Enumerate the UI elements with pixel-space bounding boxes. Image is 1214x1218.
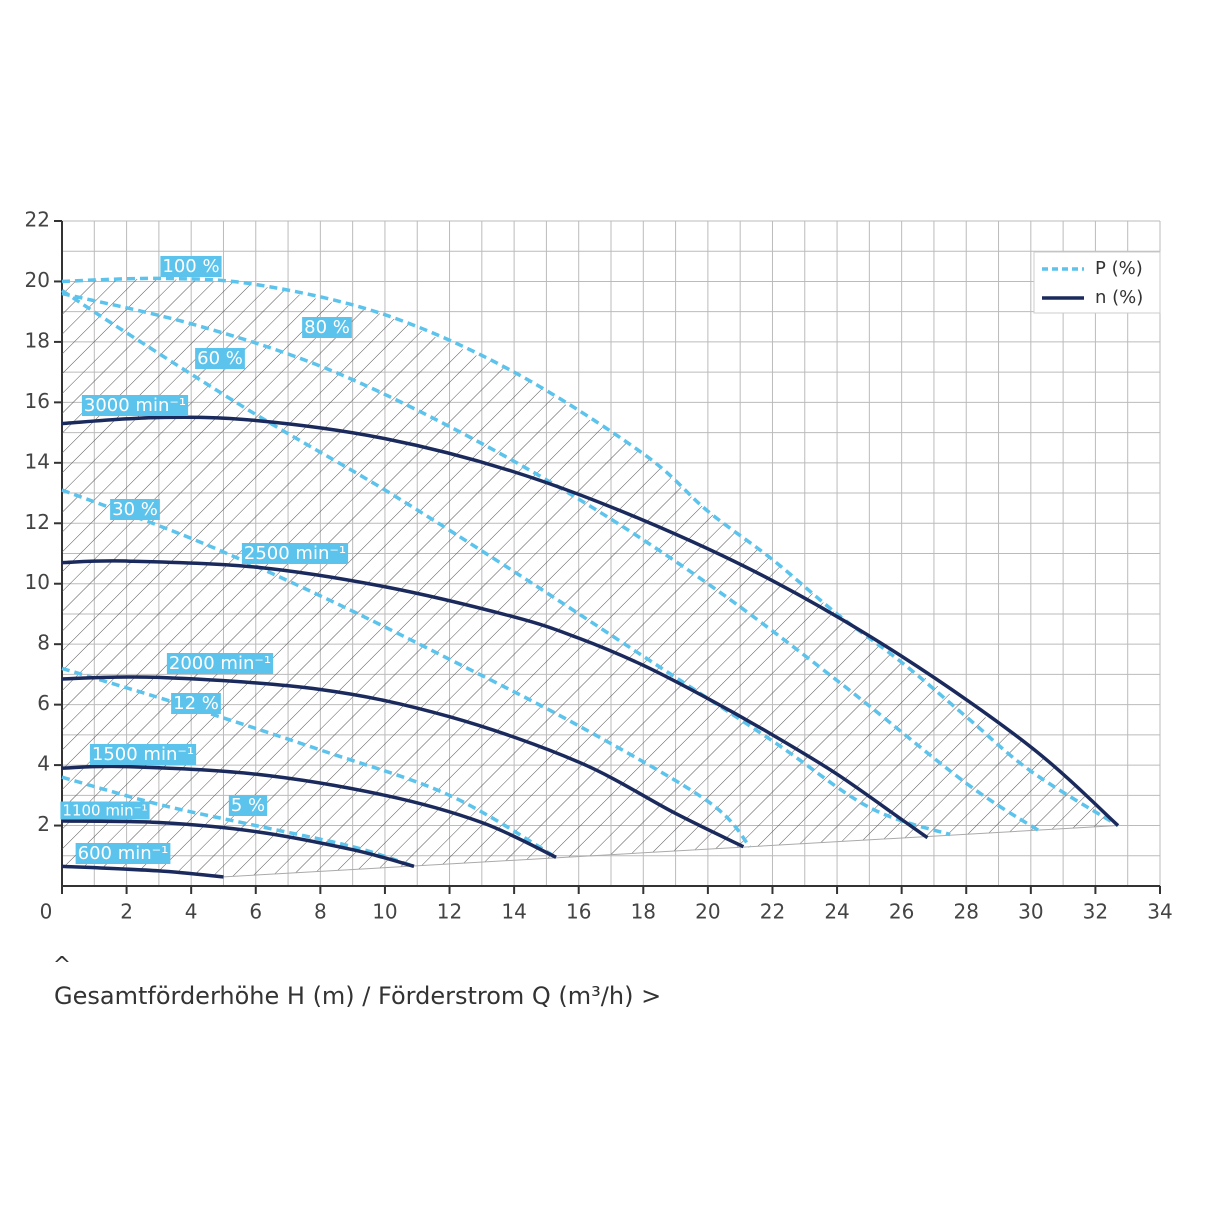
curve-label: 60 %: [197, 348, 243, 369]
curve-label-bg: [89, 744, 197, 765]
legend-box: [1033, 251, 1161, 314]
curve-label-bg: [195, 348, 245, 369]
curve-label-bg: [228, 795, 268, 816]
curve-label: 5 %: [231, 795, 265, 816]
x-tick-label: 24: [824, 900, 849, 924]
power-curve: [61, 488, 752, 848]
x-tick-label: 30: [1018, 900, 1043, 924]
curve-label: 80 %: [304, 317, 350, 338]
x-tick-label: 2: [120, 900, 133, 924]
x-tick-label: 28: [954, 900, 979, 924]
y-tick-label: 4: [37, 752, 50, 776]
curve-label-bg: [160, 256, 222, 277]
curve-label-bg: [241, 543, 349, 564]
legend-label: n (%): [1095, 287, 1143, 308]
curve-label-bg: [110, 499, 160, 520]
curve-label: 2000 min⁻¹: [169, 653, 271, 674]
curve-label-bg: [60, 801, 150, 820]
x-tick-label: 6: [249, 900, 262, 924]
x-tick-label: 14: [501, 900, 526, 924]
x-tick-label: 0: [40, 900, 53, 924]
speed-curve: [61, 415, 1120, 827]
curve-label: 1100 min⁻¹: [62, 802, 147, 820]
x-tick-label: 34: [1147, 900, 1172, 924]
region-boundary: [223, 825, 1119, 878]
x-tick-label: 20: [695, 900, 720, 924]
y-tick-label: 10: [25, 570, 50, 594]
power-curve: [61, 291, 1042, 834]
power-curve: [61, 775, 415, 869]
curve-label-bg: [81, 395, 189, 416]
axis-marker: ^: [53, 953, 71, 978]
curve-label: 12 %: [173, 693, 219, 714]
x-tick-label: 26: [889, 900, 914, 924]
y-tick-label: 22: [25, 208, 50, 232]
curve-label: 600 min⁻¹: [78, 843, 169, 864]
x-tick-label: 10: [372, 900, 397, 924]
speed-curve: [61, 864, 224, 879]
curve-label-bg: [302, 317, 352, 338]
speed-curve: [61, 764, 557, 859]
x-tick-label: 8: [314, 900, 327, 924]
curve-label: 2500 min⁻¹: [244, 543, 346, 564]
legend: P (%) n (%): [1033, 251, 1161, 314]
y-tick-label: 18: [25, 328, 50, 352]
curve-label-bg: [171, 693, 221, 714]
curve-label-bg: [75, 843, 171, 864]
y-tick-label: 2: [37, 812, 50, 836]
speed-curve: [61, 819, 415, 869]
x-tick-label: 4: [185, 900, 198, 924]
y-tick-label: 12: [25, 510, 50, 534]
x-tick-label: 32: [1083, 900, 1108, 924]
y-tick-label: 6: [37, 691, 50, 715]
x-tick-label: 18: [631, 900, 656, 924]
legend-label: P (%): [1095, 258, 1143, 279]
y-tick-label: 20: [25, 268, 50, 292]
speed-curve: [61, 675, 745, 849]
power-curve: [61, 289, 951, 837]
curve-label-bg: [166, 653, 274, 674]
curve-label: 30 %: [112, 499, 158, 520]
curve-label: 1500 min⁻¹: [92, 744, 194, 765]
x-tick-label: 16: [566, 900, 591, 924]
x-tick-label: 22: [760, 900, 785, 924]
speed-curve: [61, 559, 929, 840]
axis-title: Gesamtförderhöhe H (m) / Förderstrom Q (…: [54, 982, 661, 1010]
curve-label: 100 %: [162, 256, 219, 277]
y-tick-label: 16: [25, 389, 50, 413]
curve-label: 3000 min⁻¹: [84, 395, 186, 416]
y-tick-label: 8: [37, 631, 50, 655]
x-tick-label: 12: [437, 900, 462, 924]
y-tick-label: 14: [25, 449, 50, 473]
